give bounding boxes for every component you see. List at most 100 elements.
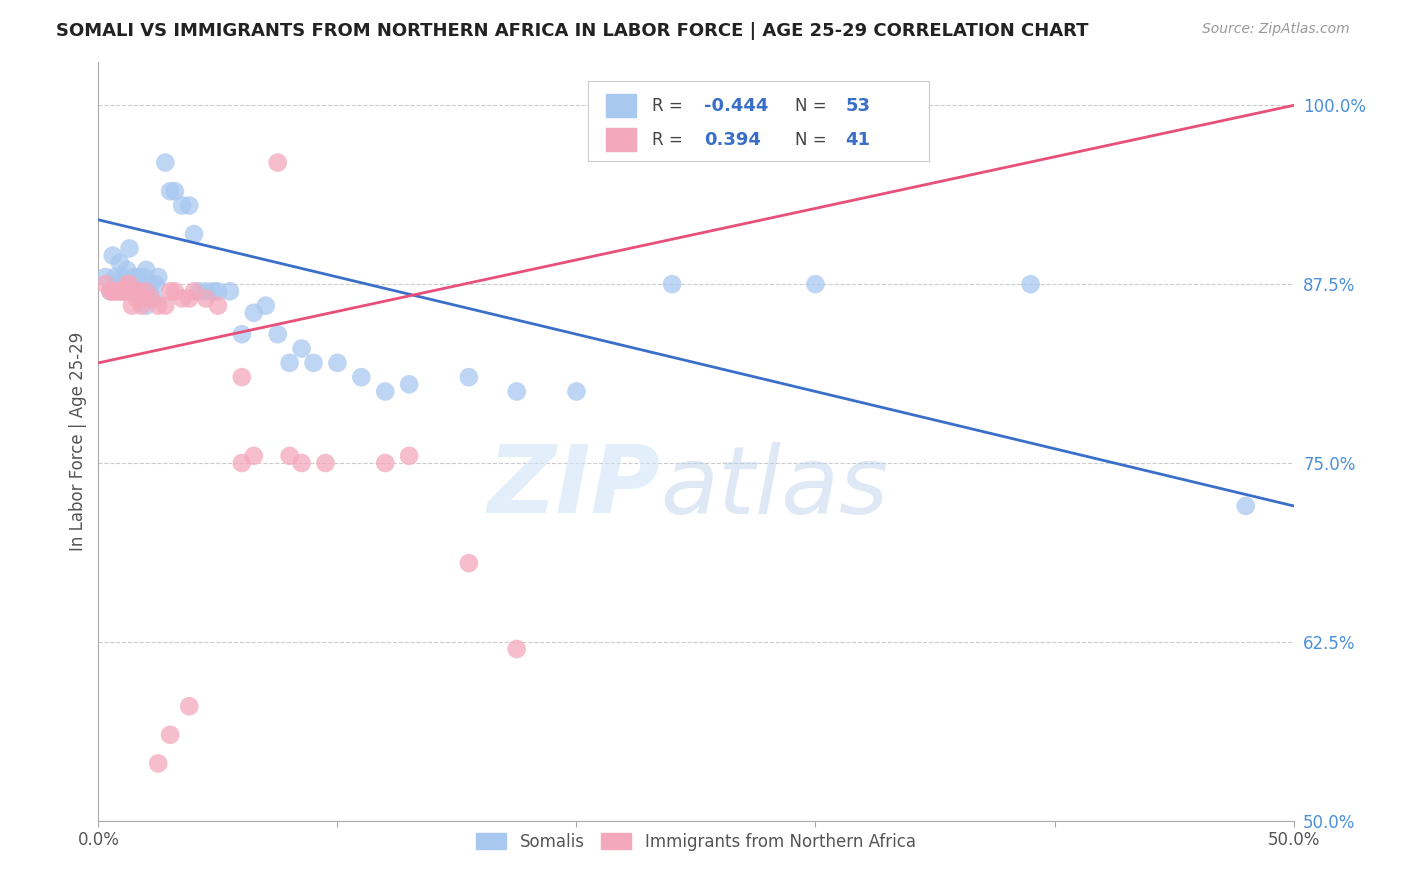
- Point: [124, 270, 146, 285]
- Point: [155, 299, 177, 313]
- Text: -0.444: -0.444: [704, 96, 769, 115]
- Point: [139, 277, 162, 292]
- Point: [398, 449, 420, 463]
- Point: [195, 285, 218, 299]
- Point: [243, 449, 266, 463]
- Point: [125, 285, 148, 299]
- Point: [131, 299, 153, 313]
- Point: [121, 299, 143, 313]
- Point: [145, 277, 167, 292]
- Point: [139, 292, 162, 306]
- Text: 53: 53: [845, 96, 870, 115]
- Point: [506, 642, 529, 657]
- Point: [183, 227, 205, 241]
- Point: [111, 285, 134, 299]
- Point: [172, 198, 194, 212]
- Point: [1234, 499, 1257, 513]
- FancyBboxPatch shape: [589, 81, 929, 161]
- Point: [124, 285, 146, 299]
- Text: SOMALI VS IMMIGRANTS FROM NORTHERN AFRICA IN LABOR FORCE | AGE 25-29 CORRELATION: SOMALI VS IMMIGRANTS FROM NORTHERN AFRIC…: [56, 22, 1088, 40]
- Point: [326, 356, 349, 370]
- Point: [131, 277, 153, 292]
- Bar: [606, 128, 637, 151]
- Text: ZIP: ZIP: [488, 441, 661, 533]
- Point: [135, 285, 157, 299]
- Point: [179, 699, 201, 714]
- Text: atlas: atlas: [661, 442, 889, 533]
- Point: [128, 270, 150, 285]
- Point: [128, 285, 150, 299]
- Point: [135, 263, 157, 277]
- Point: [159, 728, 181, 742]
- Text: 41: 41: [845, 131, 870, 149]
- Point: [267, 155, 290, 169]
- Point: [291, 342, 314, 356]
- Point: [118, 277, 141, 292]
- Point: [148, 299, 170, 313]
- Point: [111, 270, 134, 285]
- Point: [94, 277, 117, 292]
- Point: [207, 299, 229, 313]
- Point: [121, 285, 143, 299]
- Point: [118, 241, 141, 255]
- Point: [315, 456, 337, 470]
- Point: [1019, 277, 1042, 292]
- Point: [278, 356, 301, 370]
- Point: [111, 285, 134, 299]
- Point: [163, 285, 186, 299]
- Point: [107, 277, 129, 292]
- Point: [142, 292, 165, 306]
- Point: [254, 299, 277, 313]
- Point: [374, 456, 396, 470]
- Point: [219, 285, 242, 299]
- Point: [291, 456, 314, 470]
- Text: N =: N =: [796, 96, 827, 115]
- Text: R =: R =: [652, 131, 682, 149]
- Point: [398, 377, 420, 392]
- Point: [101, 285, 124, 299]
- Point: [101, 249, 124, 263]
- Point: [195, 292, 218, 306]
- Point: [302, 356, 325, 370]
- Point: [125, 292, 148, 306]
- Y-axis label: In Labor Force | Age 25-29: In Labor Force | Age 25-29: [69, 332, 87, 551]
- Point: [187, 285, 209, 299]
- Point: [350, 370, 373, 384]
- Text: N =: N =: [796, 131, 827, 149]
- Point: [458, 370, 481, 384]
- Point: [374, 384, 396, 399]
- Point: [179, 198, 201, 212]
- Point: [148, 756, 170, 771]
- Point: [114, 277, 136, 292]
- Point: [135, 299, 157, 313]
- Point: [278, 449, 301, 463]
- Point: [163, 184, 186, 198]
- Point: [115, 263, 138, 277]
- Point: [104, 270, 127, 285]
- Bar: [606, 95, 637, 117]
- Point: [243, 306, 266, 320]
- Point: [506, 384, 529, 399]
- Point: [108, 256, 131, 270]
- Point: [98, 285, 122, 299]
- Point: [132, 270, 155, 285]
- Point: [155, 155, 177, 169]
- Point: [172, 292, 194, 306]
- Point: [179, 292, 201, 306]
- Point: [107, 285, 129, 299]
- Point: [98, 285, 122, 299]
- Point: [267, 327, 290, 342]
- Legend: Somalis, Immigrants from Northern Africa: Somalis, Immigrants from Northern Africa: [470, 827, 922, 858]
- Point: [207, 285, 229, 299]
- Point: [458, 556, 481, 570]
- Point: [565, 384, 588, 399]
- Text: Source: ZipAtlas.com: Source: ZipAtlas.com: [1202, 22, 1350, 37]
- Point: [104, 285, 127, 299]
- Point: [108, 285, 131, 299]
- Point: [159, 184, 181, 198]
- Point: [231, 370, 253, 384]
- Point: [148, 270, 170, 285]
- Point: [132, 292, 155, 306]
- Point: [231, 327, 253, 342]
- Point: [115, 277, 138, 292]
